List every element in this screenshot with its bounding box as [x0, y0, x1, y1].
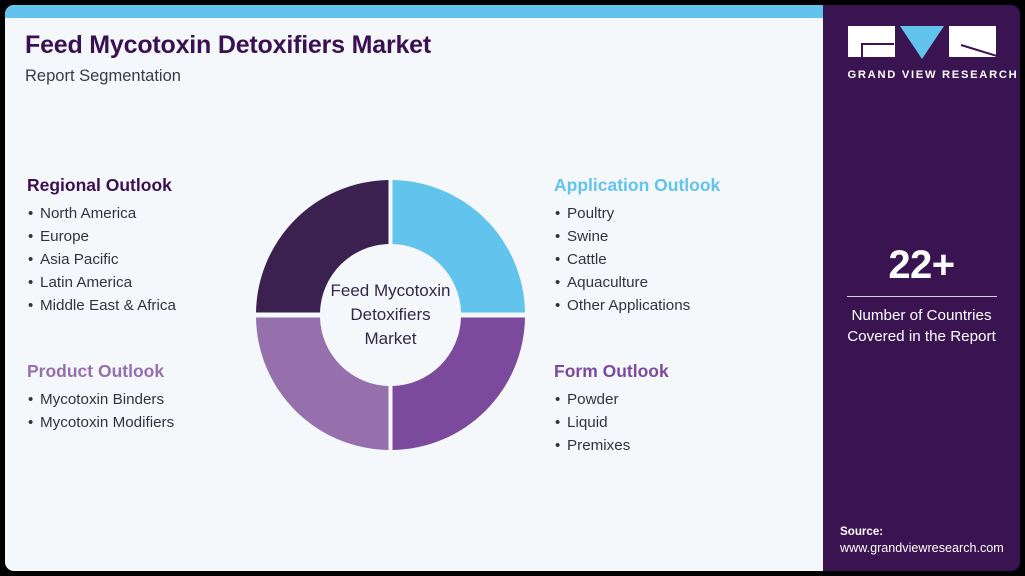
stat-value: 22+: [888, 243, 955, 287]
logo-r-icon: [948, 26, 996, 57]
list-item: Europe: [27, 225, 247, 248]
header: Feed Mycotoxin Detoxifiers Market Report…: [25, 31, 431, 86]
donut-segment-form: [392, 317, 525, 450]
list-item: North America: [27, 202, 247, 225]
list-item: Asia Pacific: [27, 248, 247, 271]
right-column: Application Outlook Poultry Swine Cattle…: [554, 175, 823, 457]
left-column: Regional Outlook North America Europe As…: [27, 175, 247, 434]
stat-divider: [846, 296, 997, 297]
logo-marks: [847, 26, 996, 60]
form-outlook-heading: Form Outlook: [554, 361, 669, 381]
list-item: Middle East & Africa: [27, 294, 247, 317]
list-item: Aquaculture: [554, 271, 823, 294]
application-outlook-list: Poultry Swine Cattle Aquaculture Other A…: [554, 202, 823, 317]
group-application-outlook: Application Outlook Poultry Swine Cattle…: [554, 175, 823, 317]
logo-wordmark: GRAND VIEW RESEARCH: [847, 69, 1019, 81]
page-title: Feed Mycotoxin Detoxifiers Market: [25, 31, 432, 59]
list-item: Cattle: [554, 248, 823, 271]
group-regional-outlook: Regional Outlook North America Europe As…: [27, 175, 247, 317]
regional-outlook-list: North America Europe Asia Pacific Latin …: [27, 202, 247, 317]
logo-v-triangle-icon: [899, 26, 944, 59]
content-panel: Feed Mycotoxin Detoxifiers Market Report…: [5, 5, 823, 571]
countries-stat-block: 22+ Number of Countries Covered in the R…: [823, 243, 1020, 347]
list-item: Mycotoxin Modifiers: [27, 411, 247, 434]
list-item: Liquid: [554, 411, 823, 434]
donut-segment-regional: [256, 180, 389, 313]
donut-chart-svg: [256, 180, 525, 450]
list-item: Latin America: [27, 271, 247, 294]
source-block: Source: www.grandviewresearch.com: [840, 525, 1020, 555]
donut-segment-application: [392, 180, 525, 313]
regional-outlook-heading: Regional Outlook: [27, 175, 172, 195]
brand-sidebar: GRAND VIEW RESEARCH 22+ Number of Countr…: [823, 5, 1020, 571]
group-form-outlook: Form Outlook Powder Liquid Premixes: [554, 361, 823, 457]
stat-label-line-2: Covered in the Report: [847, 328, 996, 345]
donut-chart: Feed Mycotoxin Detoxifiers Market: [248, 172, 533, 457]
list-item: Mycotoxin Binders: [27, 388, 247, 411]
group-product-outlook: Product Outlook Mycotoxin Binders Mycoto…: [27, 361, 247, 434]
application-outlook-heading: Application Outlook: [554, 175, 721, 195]
top-accent-bar: [5, 5, 823, 18]
product-outlook-heading: Product Outlook: [27, 361, 165, 381]
list-item: Powder: [554, 388, 823, 411]
list-item: Swine: [554, 225, 823, 248]
logo-g-icon: [847, 26, 895, 57]
list-item: Poultry: [554, 202, 823, 225]
page-subtitle: Report Segmentation: [25, 67, 181, 85]
form-outlook-list: Powder Liquid Premixes: [554, 388, 823, 457]
list-item: Other Applications: [554, 294, 823, 317]
source-heading: Source:: [840, 525, 884, 538]
donut-segment-product: [256, 317, 389, 450]
list-item: Premixes: [554, 434, 823, 457]
product-outlook-list: Mycotoxin Binders Mycotoxin Modifiers: [27, 388, 247, 434]
stat-label-line-1: Number of Countries: [851, 307, 992, 324]
source-url[interactable]: www.grandviewresearch.com: [840, 541, 1004, 555]
grand-view-research-logo: GRAND VIEW RESEARCH: [847, 26, 1019, 81]
